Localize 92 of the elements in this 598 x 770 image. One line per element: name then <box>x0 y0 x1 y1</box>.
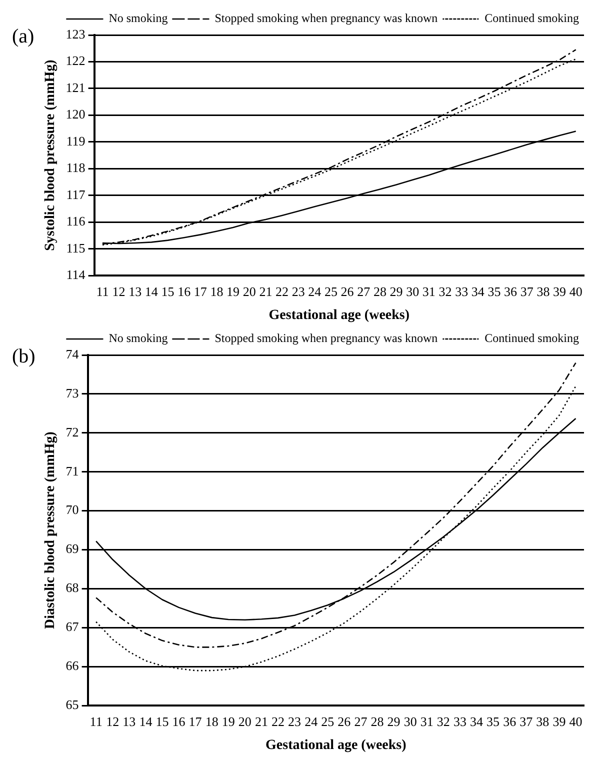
x-tick-label: 21 <box>259 284 272 299</box>
y-tick-label: 71 <box>66 463 79 478</box>
x-tick-label: 16 <box>178 284 192 299</box>
x-tick-label: 23 <box>288 714 302 729</box>
legend-label: No smoking <box>108 331 168 346</box>
x-tick-label: 34 <box>470 714 484 729</box>
x-tick-label: 13 <box>122 714 136 729</box>
x-tick-label: 25 <box>324 284 338 299</box>
x-tick-label: 38 <box>536 714 550 729</box>
x-tick-label: 33 <box>455 284 468 299</box>
y-tick-label: 67 <box>66 619 80 634</box>
y-tick-label: 116 <box>66 214 86 229</box>
legend-label: Stopped smoking when pregnancy was known <box>214 331 438 346</box>
x-tick-label: 28 <box>373 284 386 299</box>
y-tick-label: 66 <box>66 658 80 674</box>
x-tick-label: 20 <box>242 284 256 299</box>
x-tick-label: 32 <box>436 714 450 729</box>
x-tick-label: 35 <box>486 714 500 729</box>
y-tick-label: 117 <box>66 186 86 202</box>
y-tick-label: 72 <box>66 424 79 440</box>
x-tick-label: 28 <box>370 714 384 729</box>
legend-label: Continued smoking <box>484 331 580 346</box>
x-tick-label: 31 <box>422 284 436 299</box>
x-tick-label: 24 <box>304 714 318 729</box>
x-tick-label: 16 <box>172 714 186 729</box>
x-tick-label: 12 <box>112 284 126 299</box>
x-tick-label: 34 <box>471 284 485 299</box>
x-tick-label: 21 <box>254 714 268 729</box>
x-tick-label: 39 <box>552 714 566 729</box>
x-tick-label: 40 <box>569 284 582 299</box>
x-tick-label: 30 <box>406 284 420 299</box>
y-tick-label: 122 <box>66 53 86 68</box>
x-axis-title: Gestational age (weeks) <box>266 738 407 754</box>
x-tick-label: 24 <box>308 284 322 299</box>
x-tick-label: 17 <box>188 714 202 729</box>
x-tick-label: 27 <box>357 284 371 299</box>
x-tick-label: 20 <box>238 714 252 729</box>
x-tick-label: 39 <box>553 284 566 299</box>
x-tick-label: 27 <box>354 714 368 729</box>
x-tick-label: 30 <box>404 714 417 729</box>
y-tick-label: 68 <box>66 580 79 596</box>
x-tick-label: 40 <box>569 714 582 729</box>
y-tick-label: 70 <box>66 502 79 518</box>
x-tick-label: 22 <box>276 284 289 299</box>
x-tick-label: 37 <box>520 284 534 299</box>
x-tick-label: 36 <box>504 284 518 299</box>
x-tick-label: 22 <box>272 714 285 729</box>
text: (a) <box>12 25 34 48</box>
x-tick-label: 26 <box>338 714 352 729</box>
y-tick-label: 119 <box>66 133 86 148</box>
x-tick-label: 11 <box>96 284 109 299</box>
y-tick-label: 121 <box>66 80 86 95</box>
y-tick-label: 65 <box>66 697 79 712</box>
x-axis-title: Gestational age (weeks) <box>268 308 410 324</box>
x-tick-label: 19 <box>226 284 240 299</box>
x-tick-label: 18 <box>210 284 224 299</box>
x-tick-label: 23 <box>292 284 305 299</box>
x-tick-label: 19 <box>222 714 235 729</box>
x-tick-label: 29 <box>387 714 400 729</box>
y-tick-label: 120 <box>66 106 86 122</box>
x-tick-label: 14 <box>139 714 153 729</box>
y-tick-label: 123 <box>66 26 86 42</box>
y-tick-label: 74 <box>66 346 80 362</box>
y-tick-label: 69 <box>66 541 79 556</box>
y-axis-title: Diastolic blood pressure (mmHg) <box>43 431 58 630</box>
x-tick-label: 18 <box>205 714 218 729</box>
y-tick-label: 114 <box>66 267 86 282</box>
x-tick-label: 15 <box>161 284 174 299</box>
y-tick-label: 73 <box>66 385 79 400</box>
x-tick-label: 33 <box>453 714 466 729</box>
x-tick-label: 17 <box>194 284 208 299</box>
y-tick-label: 115 <box>66 240 86 256</box>
legend-label: Stopped smoking when pregnancy was known <box>214 11 438 26</box>
x-tick-label: 29 <box>390 284 403 299</box>
legend-label: No smoking <box>108 11 168 26</box>
x-tick-label: 26 <box>340 284 354 299</box>
x-tick-label: 11 <box>90 714 102 729</box>
legend-label: Continued smoking <box>484 11 580 26</box>
x-tick-label: 15 <box>156 714 169 729</box>
y-tick-label: 118 <box>66 160 86 176</box>
x-tick-label: 36 <box>503 714 517 729</box>
x-tick-label: 14 <box>144 284 158 299</box>
text: (b) <box>12 345 36 368</box>
x-tick-label: 12 <box>106 714 120 729</box>
x-tick-label: 37 <box>520 714 534 729</box>
x-tick-label: 38 <box>536 284 550 299</box>
x-tick-label: 13 <box>128 284 142 299</box>
x-tick-label: 31 <box>420 714 434 729</box>
y-axis-title: Systolic blood pressure (mmHg) <box>43 59 58 251</box>
x-tick-label: 32 <box>438 284 452 299</box>
x-tick-label: 35 <box>488 284 501 299</box>
x-tick-label: 25 <box>321 714 334 729</box>
